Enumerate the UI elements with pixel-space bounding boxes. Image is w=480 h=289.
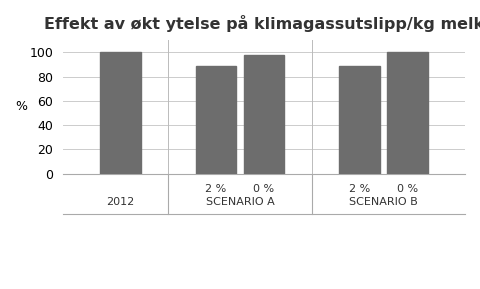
Text: 2 %: 2 % [349, 184, 371, 194]
Text: 0 %: 0 % [253, 184, 275, 194]
Bar [100, 52, 141, 173]
Bar [339, 66, 380, 173]
Text: 0 %: 0 % [397, 184, 418, 194]
Bar [387, 52, 428, 173]
Title: Effekt av økt ytelse på klimagassutslipp/kg melk: Effekt av økt ytelse på klimagassutslipp… [44, 15, 480, 32]
Y-axis label: %: % [15, 100, 27, 113]
Text: SCENARIO B: SCENARIO B [349, 197, 418, 207]
Text: 2 %: 2 % [205, 184, 227, 194]
Bar [244, 55, 284, 173]
Bar [196, 66, 237, 173]
Text: SCENARIO A: SCENARIO A [205, 197, 275, 207]
Text: 2012: 2012 [106, 197, 134, 207]
